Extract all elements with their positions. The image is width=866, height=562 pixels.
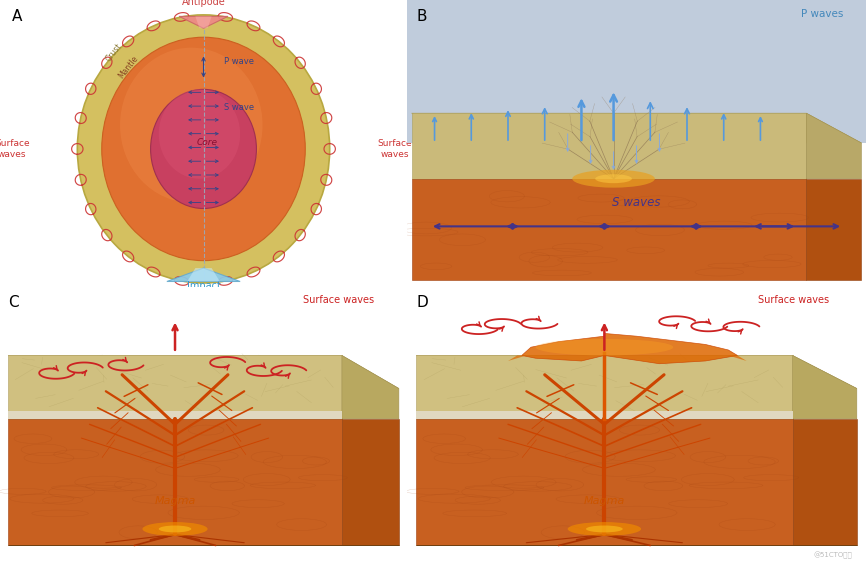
Text: S wave: S wave <box>223 103 254 112</box>
Text: Core: Core <box>197 138 218 147</box>
Polygon shape <box>407 287 866 562</box>
Polygon shape <box>417 356 856 388</box>
Text: Surface waves: Surface waves <box>758 295 830 305</box>
Polygon shape <box>187 268 220 282</box>
Polygon shape <box>728 356 746 361</box>
Ellipse shape <box>77 15 330 283</box>
Ellipse shape <box>120 48 262 202</box>
Polygon shape <box>417 410 792 419</box>
Polygon shape <box>792 356 856 419</box>
Polygon shape <box>806 179 862 280</box>
Polygon shape <box>342 356 399 419</box>
Polygon shape <box>521 333 738 364</box>
Text: Magma: Magma <box>154 496 196 506</box>
Polygon shape <box>806 113 862 179</box>
Polygon shape <box>407 0 866 143</box>
Text: P waves: P waves <box>801 9 843 19</box>
Polygon shape <box>8 356 399 388</box>
Text: Mantle: Mantle <box>117 54 139 80</box>
Polygon shape <box>411 113 806 179</box>
Polygon shape <box>417 356 792 419</box>
Polygon shape <box>0 287 407 562</box>
Text: Surface waves: Surface waves <box>303 295 374 305</box>
Polygon shape <box>792 419 856 546</box>
Polygon shape <box>508 356 527 361</box>
Polygon shape <box>8 410 342 419</box>
Text: A: A <box>12 9 23 24</box>
Text: C: C <box>8 295 19 310</box>
Polygon shape <box>8 419 342 546</box>
Ellipse shape <box>158 89 240 179</box>
Text: Surface
waves: Surface waves <box>0 139 29 158</box>
Text: Impact: Impact <box>186 282 221 291</box>
Polygon shape <box>411 179 806 280</box>
Text: S waves: S waves <box>612 196 661 209</box>
Polygon shape <box>196 16 211 28</box>
Polygon shape <box>167 268 240 282</box>
Text: @51CTO博客: @51CTO博客 <box>813 552 852 559</box>
Text: Magma: Magma <box>584 496 625 506</box>
Ellipse shape <box>568 522 641 536</box>
Ellipse shape <box>151 89 256 209</box>
Ellipse shape <box>142 522 208 536</box>
Polygon shape <box>179 16 228 28</box>
Ellipse shape <box>102 37 305 261</box>
Ellipse shape <box>158 525 191 532</box>
Ellipse shape <box>595 174 632 183</box>
Text: P wave: P wave <box>223 57 254 66</box>
Ellipse shape <box>535 339 673 356</box>
Polygon shape <box>342 419 399 546</box>
Text: Surface
waves: Surface waves <box>378 139 412 158</box>
Polygon shape <box>417 419 792 546</box>
Text: Antipode: Antipode <box>182 0 225 7</box>
Text: B: B <box>417 9 427 24</box>
Polygon shape <box>8 356 342 419</box>
Polygon shape <box>411 113 862 143</box>
Ellipse shape <box>572 170 655 188</box>
Ellipse shape <box>586 525 623 532</box>
Text: Crust: Crust <box>104 41 124 63</box>
Text: D: D <box>417 295 428 310</box>
